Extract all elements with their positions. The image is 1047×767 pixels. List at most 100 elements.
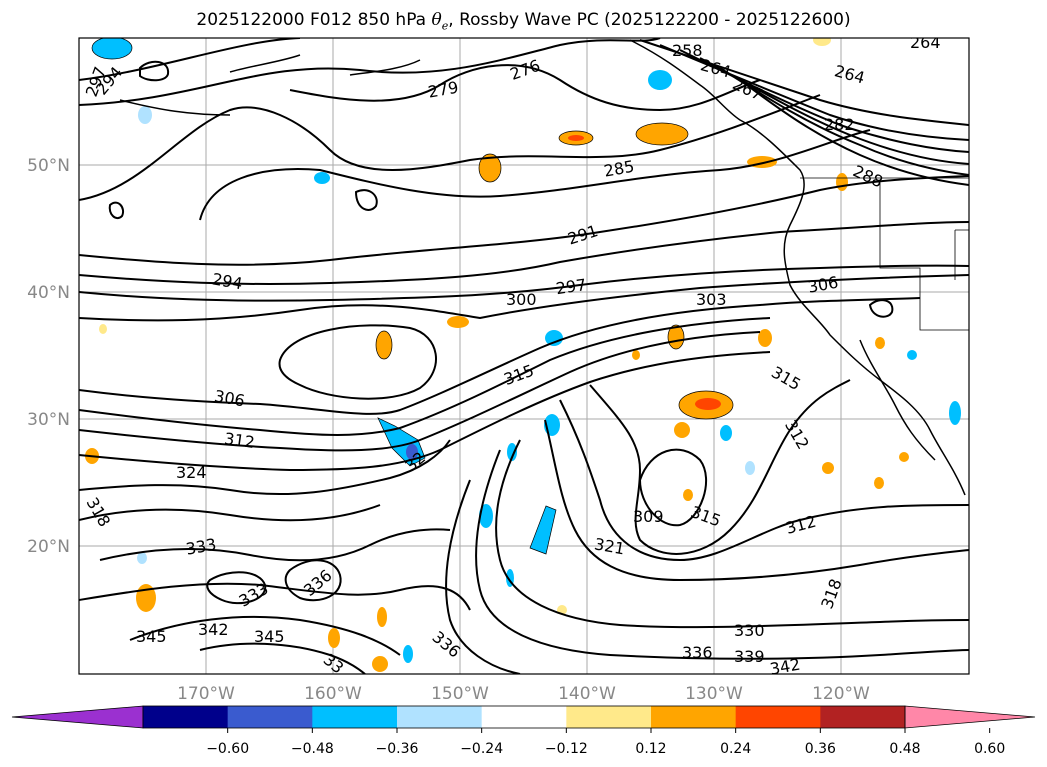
contour-label: 342 bbox=[768, 655, 801, 679]
colorbar: −0.60 −0.48 −0.36 −0.24 −0.12 0.12 0.24 0.36 0.4… bbox=[11, 705, 1036, 757]
shade-blob bbox=[907, 350, 917, 360]
coastlines bbox=[119, 39, 966, 496]
contour-label: 300 bbox=[506, 290, 537, 309]
border-line bbox=[879, 180, 969, 331]
colorbar-tick-label: 0.24 bbox=[720, 741, 751, 757]
shade-blob bbox=[635, 122, 689, 146]
lat-label-20n: 20°N bbox=[27, 537, 70, 557]
shade-blob bbox=[377, 607, 387, 627]
shade-blob bbox=[822, 462, 834, 474]
colorbar-over-triangle bbox=[904, 705, 1036, 729]
map-content: 297 294 279 276 258 264 264 267 264 282 … bbox=[79, 38, 969, 679]
colorbar-bins bbox=[143, 706, 906, 728]
lat-labels: 50°N 40°N 30°N 20°N bbox=[27, 156, 70, 557]
shade-blob bbox=[328, 628, 340, 648]
lon-label-140w: 140°W bbox=[558, 684, 616, 704]
shade-blob bbox=[447, 316, 469, 328]
colorbar-bin bbox=[820, 706, 906, 728]
contour-line bbox=[559, 399, 969, 562]
shade-blob bbox=[758, 329, 772, 347]
shade-blob bbox=[836, 173, 848, 191]
colorbar-bin bbox=[227, 706, 313, 728]
contour-label: 303 bbox=[696, 290, 727, 309]
contour-line bbox=[79, 264, 969, 302]
map-title: 2025122000 F012 850 hPa θe, Rossby Wave … bbox=[0, 10, 1047, 32]
contour-label: 282 bbox=[824, 115, 855, 134]
contour-line bbox=[79, 331, 761, 452]
shade-blob bbox=[91, 38, 133, 60]
colorbar-bin bbox=[143, 706, 229, 728]
shade-blob bbox=[568, 135, 584, 141]
contour-label: 330 bbox=[734, 621, 765, 640]
contour-line bbox=[79, 38, 661, 106]
title-prefix: 2025122000 F012 850 hPa bbox=[196, 10, 432, 30]
contour-line bbox=[544, 419, 969, 582]
contour-line bbox=[79, 221, 969, 285]
shade-blob bbox=[99, 324, 107, 334]
colorbar-tick-label: 0.36 bbox=[805, 741, 836, 757]
shade-blob bbox=[406, 444, 418, 460]
contour-line bbox=[139, 60, 170, 82]
contour-line bbox=[445, 479, 521, 674]
coastline-baja bbox=[859, 339, 936, 461]
colorbar-bin bbox=[481, 706, 567, 728]
shade-blob bbox=[949, 401, 961, 425]
shade-blob bbox=[137, 552, 147, 564]
contour-line bbox=[79, 297, 921, 415]
contour-line bbox=[79, 582, 471, 611]
shade-blob bbox=[632, 350, 640, 360]
shade-blob bbox=[745, 461, 755, 475]
contour-line bbox=[79, 317, 771, 436]
contour-line bbox=[289, 64, 761, 112]
contour-lines bbox=[79, 38, 969, 674]
shade-blob bbox=[648, 70, 672, 90]
shade-blob bbox=[372, 656, 388, 672]
contour-line bbox=[79, 38, 301, 81]
colorbar-tick-label: −0.24 bbox=[460, 741, 503, 757]
colorbar-tick-label: −0.36 bbox=[376, 741, 419, 757]
contour-line bbox=[699, 57, 969, 165]
contour-line bbox=[495, 439, 969, 629]
shade-blob bbox=[674, 422, 690, 438]
contour-line bbox=[475, 449, 969, 660]
contour-line bbox=[79, 175, 969, 266]
shaded-anomalies bbox=[85, 38, 961, 672]
colorbar-frame bbox=[142, 705, 906, 729]
shade-blob bbox=[138, 106, 152, 124]
shade-blob bbox=[720, 425, 732, 441]
colorbar-tick-label: −0.60 bbox=[206, 741, 249, 757]
contour-line bbox=[108, 201, 124, 220]
title-theta: θ bbox=[431, 10, 442, 30]
coastline-west-america bbox=[629, 39, 966, 496]
colorbar-under-triangle bbox=[11, 705, 144, 729]
contour-line bbox=[719, 67, 969, 176]
lat-label-30n: 30°N bbox=[27, 410, 70, 430]
title-suffix: , Rossby Wave PC (2025122200 - 202512260… bbox=[448, 10, 851, 30]
colorbar-bin bbox=[651, 706, 737, 728]
colorbar-tick-label: 0.12 bbox=[635, 741, 666, 757]
shade-blob bbox=[813, 38, 831, 46]
contour-line bbox=[79, 351, 771, 472]
contour-line bbox=[278, 324, 437, 400]
contour-label: 297 bbox=[555, 275, 588, 298]
border-line bbox=[954, 229, 969, 280]
contour-line bbox=[354, 189, 378, 211]
lon-label-170w: 170°W bbox=[177, 684, 235, 704]
shade-blob bbox=[667, 324, 685, 350]
contour-line bbox=[589, 379, 851, 555]
political-borders bbox=[800, 177, 969, 331]
contour-line bbox=[79, 504, 381, 522]
contour-line bbox=[129, 615, 401, 656]
lat-label-50n: 50°N bbox=[27, 156, 70, 176]
shade-blob bbox=[529, 505, 557, 555]
shade-blob bbox=[899, 452, 909, 462]
colorbar-tick-label: −0.12 bbox=[545, 741, 588, 757]
shade-blob bbox=[314, 172, 330, 184]
lon-label-160w: 160°W bbox=[304, 684, 362, 704]
colorbar-bin bbox=[735, 706, 821, 728]
map-frame bbox=[78, 37, 970, 675]
contour-label: 324 bbox=[176, 463, 207, 482]
contour-line bbox=[739, 79, 969, 186]
shade-blob bbox=[375, 330, 393, 360]
